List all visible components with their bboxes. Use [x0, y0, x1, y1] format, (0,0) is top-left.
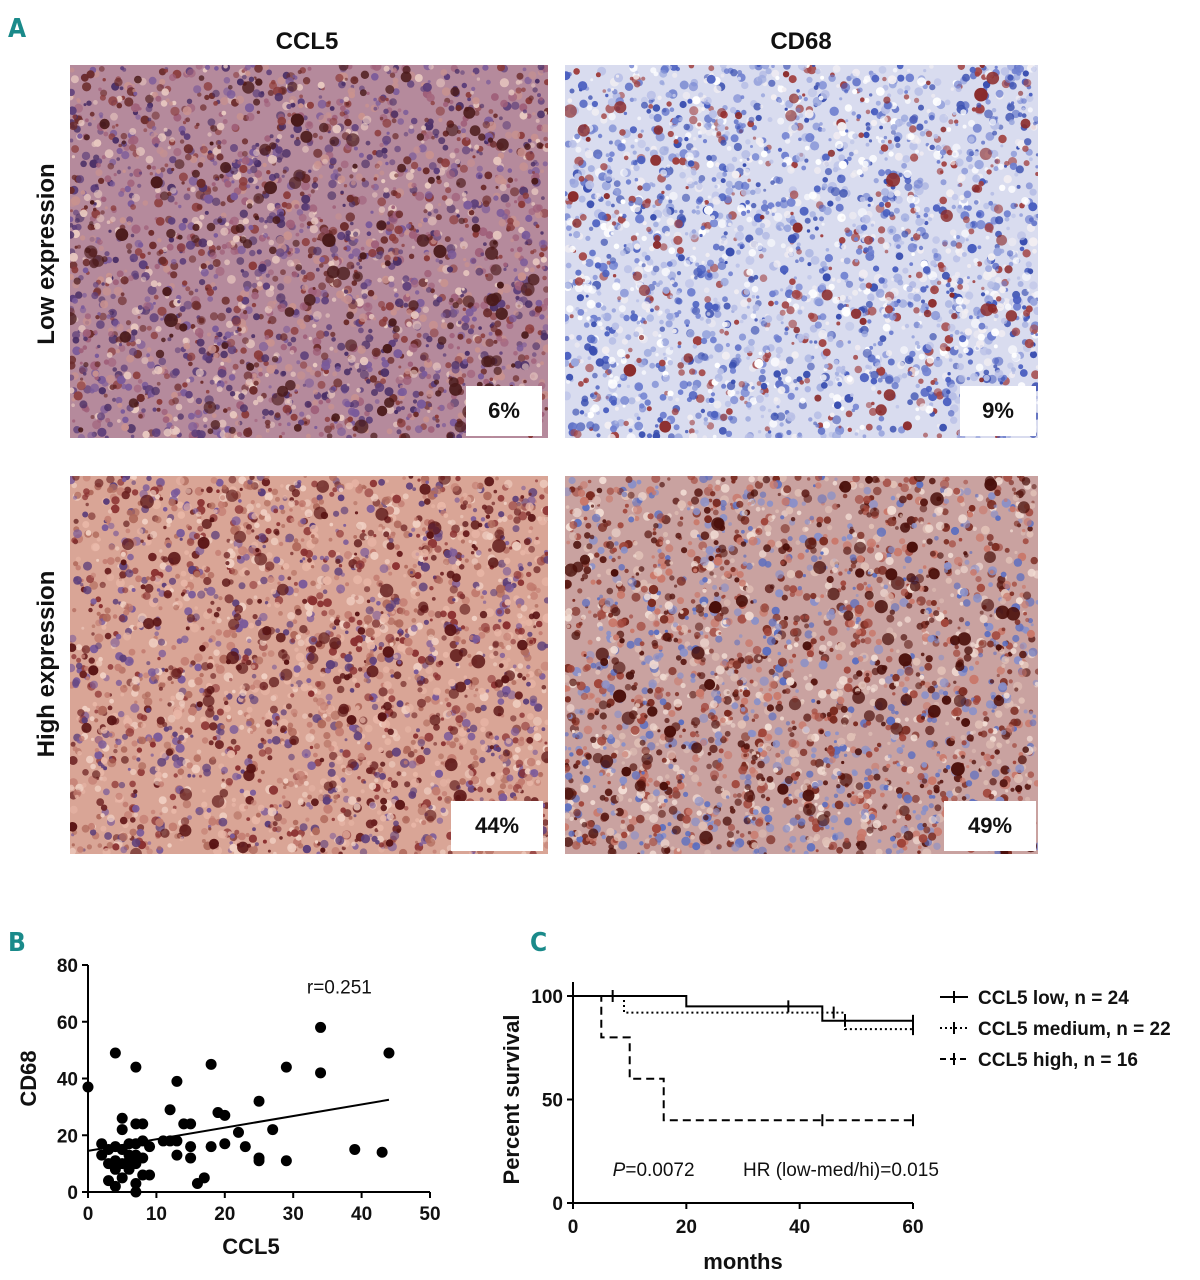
data-point: [267, 1124, 279, 1136]
data-point: [137, 1152, 149, 1164]
data-point: [219, 1138, 231, 1150]
micrograph-cd68-high: [565, 476, 1038, 854]
x-tick-label: 0: [83, 1204, 94, 1225]
data-point: [82, 1081, 94, 1093]
percentage-label-cd68-high: 49%: [944, 801, 1036, 851]
percentage-label-ccl5-high: 44%: [451, 801, 543, 851]
panel-c-letter: C: [530, 928, 548, 958]
micrograph-cd68-low: [565, 65, 1038, 438]
x-axis-label: months: [703, 1249, 782, 1274]
correlation-annotation: r=0.251: [307, 977, 372, 998]
hazard-ratio-annotation: HR (low-med/hi)=0.015: [743, 1160, 939, 1181]
percentage-label-ccl5-low: 6%: [466, 386, 542, 436]
data-point: [171, 1149, 183, 1161]
data-point: [164, 1104, 176, 1116]
data-point: [171, 1075, 183, 1087]
p-value-annotation: P=0.0072: [613, 1160, 695, 1181]
trendline: [87, 1098, 390, 1152]
data-point: [185, 1141, 197, 1153]
data-point: [116, 1172, 128, 1184]
data-point: [253, 1155, 265, 1167]
y-tick-label: 50: [542, 1091, 563, 1112]
survival-line-dotted: [573, 995, 913, 1031]
data-point: [205, 1058, 217, 1070]
y-tick-label: 40: [57, 1070, 78, 1091]
y-axis-label: CD68: [16, 1050, 41, 1106]
data-point: [253, 1095, 265, 1107]
data-point: [205, 1141, 217, 1153]
y-tick-label: 0: [552, 1194, 563, 1215]
tissue-texture: [565, 65, 1038, 438]
data-point: [383, 1047, 395, 1059]
data-point: [185, 1118, 197, 1130]
micrograph-ccl5-low: [70, 65, 548, 438]
y-axis-label: Percent survival: [499, 1015, 524, 1185]
data-point: [130, 1177, 142, 1189]
y-tick-label: 100: [531, 987, 563, 1008]
data-point: [376, 1146, 388, 1158]
x-tick-label: 40: [789, 1217, 810, 1238]
data-point: [185, 1152, 197, 1164]
row-header-low-expression: Low expression: [33, 163, 60, 345]
x-tick-label: 20: [214, 1204, 235, 1225]
scatter-chart-ccl5-cd68: 0 20 40 60 80 0 10 20 30 40 50 CCL5 CD68 r=0.251: [16, 956, 441, 1259]
x-tick-label: 60: [902, 1217, 923, 1238]
percentage-label-cd68-low: 9%: [960, 386, 1036, 436]
data-point: [219, 1109, 231, 1121]
data-point: [130, 1186, 142, 1198]
row-header-high-expression: High expression: [33, 570, 60, 758]
x-tick-label: 10: [146, 1204, 167, 1225]
data-point: [315, 1021, 327, 1033]
data-point: [116, 1112, 128, 1124]
survival-chart: 0 50 100 0 20 40 60 months Percent survival CCL5 …: [499, 982, 1171, 1274]
x-tick-label: 0: [568, 1217, 579, 1238]
data-point: [232, 1126, 244, 1138]
data-point: [109, 1180, 121, 1192]
legend-label: CCL5 medium, n = 22: [978, 1019, 1171, 1040]
panel-b-letter: B: [8, 928, 26, 958]
data-point: [198, 1172, 210, 1184]
y-tick-label: 20: [57, 1126, 78, 1147]
legend-label: CCL5 low, n = 24: [978, 988, 1129, 1009]
data-point: [239, 1141, 251, 1153]
micrograph-ccl5-high: [70, 476, 548, 854]
data-point: [171, 1135, 183, 1147]
y-tick-label: 80: [57, 956, 78, 977]
data-point: [315, 1067, 327, 1079]
data-point: [144, 1169, 156, 1181]
data-point: [109, 1047, 121, 1059]
x-tick-label: 20: [676, 1217, 697, 1238]
data-point: [116, 1124, 128, 1136]
y-tick-label: 60: [57, 1013, 78, 1034]
x-tick-label: 50: [419, 1204, 440, 1225]
x-axis-label: CCL5: [222, 1234, 279, 1259]
x-tick-label: 40: [351, 1204, 372, 1225]
tissue-texture: [565, 476, 1038, 854]
data-point: [280, 1155, 292, 1167]
column-header-ccl5: CCL5: [275, 28, 339, 55]
data-point: [137, 1118, 149, 1130]
data-point: [349, 1143, 361, 1155]
survival-line-solid: [573, 995, 913, 1022]
y-tick-label: 0: [67, 1183, 78, 1204]
data-point: [130, 1061, 142, 1073]
tissue-texture: [70, 476, 548, 854]
data-point: [280, 1061, 292, 1073]
data-point: [144, 1141, 156, 1153]
panel-a-letter: A: [8, 14, 27, 44]
column-header-cd68: CD68: [770, 28, 832, 55]
legend-label: CCL5 high, n = 16: [978, 1050, 1138, 1071]
tissue-texture: [70, 65, 548, 438]
x-tick-label: 30: [283, 1204, 304, 1225]
survival-line-dashed: [573, 995, 913, 1122]
